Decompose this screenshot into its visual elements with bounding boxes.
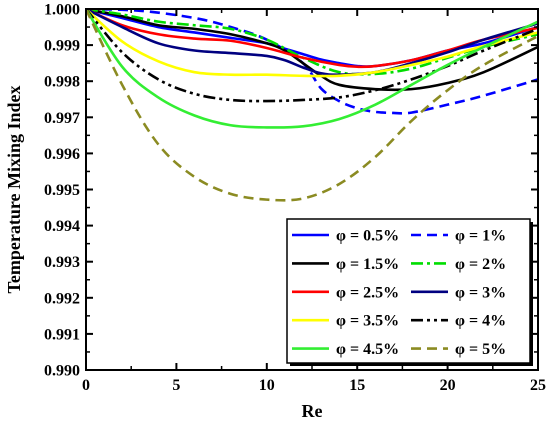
y-tick-label: 0.991 [44, 326, 80, 343]
series-layer [86, 9, 538, 202]
legend: φ = 0.5% φ = 1% φ = 1.5% φ = 2% φ = 2.5% φ = … [286, 218, 533, 366]
legend-label-2: φ = 1% [455, 228, 506, 245]
series-line-10 [86, 9, 538, 202]
x-tick-label: 5 [172, 377, 180, 394]
series-line-8 [86, 9, 538, 103]
legend-label-10: φ = 5% [455, 341, 506, 358]
y-tick-label: 0.995 [44, 182, 80, 199]
y-axis-title: Temperature Mixing Index [4, 85, 24, 293]
x-axis-title: Re [302, 401, 323, 421]
y-tick-label: 0.996 [44, 146, 80, 163]
axis-ticks: 0 5 10 15 20 25 0.990 0.991 0.992 0.993 0.994 0.995… [44, 2, 546, 395]
legend-label-8: φ = 4% [455, 313, 506, 330]
series-line-9 [86, 9, 538, 129]
legend-label-9: φ = 4.5% [336, 341, 399, 358]
y-tick-label: 0.990 [44, 363, 80, 380]
legend-label-4: φ = 2% [455, 256, 506, 273]
y-tick-label: 1.000 [44, 2, 80, 19]
legend-label-5: φ = 2.5% [336, 284, 399, 301]
series-line-5 [86, 9, 538, 69]
x-tick-label: 0 [82, 377, 90, 394]
y-tick-label: 0.992 [44, 290, 80, 307]
legend-label-3: φ = 1.5% [336, 256, 399, 273]
legend-label-1: φ = 0.5% [336, 228, 399, 245]
x-tick-label: 10 [259, 377, 275, 394]
x-tick-label: 15 [349, 377, 365, 394]
series-line-2 [86, 9, 538, 115]
x-tick-label: 25 [530, 377, 546, 394]
series-line-6 [86, 9, 538, 77]
y-tick-label: 0.994 [44, 218, 80, 235]
y-tick-label: 0.999 [44, 38, 80, 55]
legend-label-6: φ = 3% [455, 284, 506, 301]
legend-label-7: φ = 3.5% [336, 313, 399, 330]
series-line-7 [86, 9, 538, 78]
x-tick-label: 20 [440, 377, 456, 394]
y-tick-label: 0.998 [44, 74, 80, 91]
series-line-3 [86, 9, 538, 92]
y-tick-label: 0.993 [44, 254, 80, 271]
y-tick-label: 0.997 [44, 110, 80, 127]
